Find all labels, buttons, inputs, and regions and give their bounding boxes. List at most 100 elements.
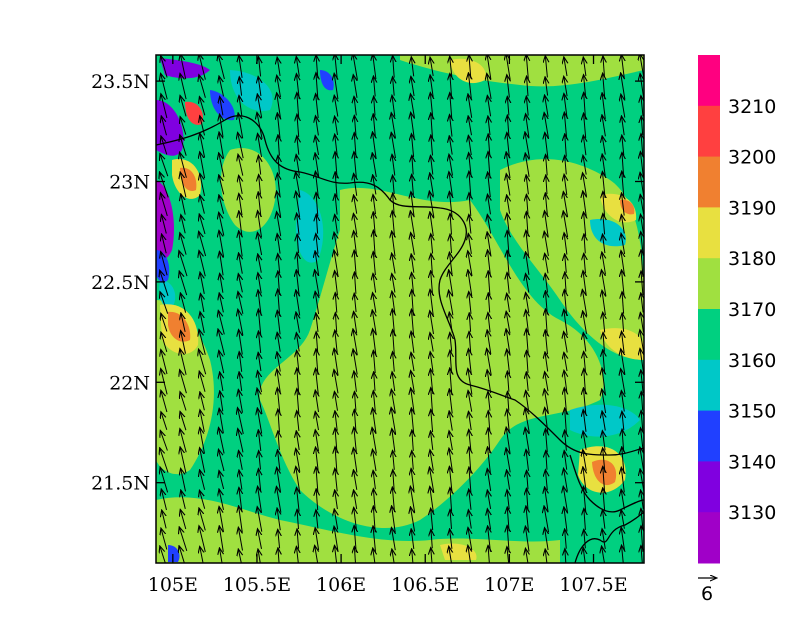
wind-vector — [355, 273, 356, 294]
wind-vector — [411, 234, 415, 255]
wind-vector — [335, 491, 338, 510]
wind-vector — [393, 56, 395, 78]
wind-vector — [602, 547, 606, 563]
wind-vector — [411, 353, 414, 372]
wind-vector — [488, 117, 490, 136]
wind-vector — [239, 275, 243, 293]
wind-vector — [450, 235, 451, 254]
wind-vector — [180, 412, 187, 431]
wind-vector — [450, 489, 452, 512]
region-3140-s — [168, 545, 180, 562]
wind-vector — [181, 195, 186, 215]
wind-vector — [622, 194, 625, 216]
wind-vector — [603, 489, 605, 512]
colorbar-label: 3170 — [728, 299, 776, 321]
wind-vector — [602, 137, 605, 155]
wind-vector — [584, 235, 585, 254]
colorbar-label: 3160 — [728, 350, 776, 372]
wind-vector — [430, 334, 433, 352]
x-tick-label: 107E — [484, 574, 534, 596]
y-tick-label: 22N — [109, 372, 150, 394]
wind-vector — [160, 547, 166, 563]
wind-vector — [468, 546, 472, 563]
wind-vector — [545, 57, 547, 78]
wind-vector — [180, 430, 187, 453]
wind-vector — [179, 252, 188, 277]
wind-vector — [239, 451, 243, 470]
wind-vector — [431, 432, 433, 450]
wind-vector — [488, 96, 491, 117]
wind-vector — [469, 293, 471, 314]
wind-vector — [335, 215, 338, 234]
wind-vector — [161, 95, 168, 119]
wind-vector — [583, 432, 586, 450]
wind-vector — [508, 392, 509, 411]
colorbar-label: 3150 — [728, 401, 776, 423]
wind-vector — [526, 373, 528, 391]
wind-vector — [468, 95, 472, 118]
wind-vector — [277, 333, 280, 352]
wind-vector — [199, 76, 206, 98]
wind-vector — [507, 471, 510, 490]
wind-vector — [180, 371, 187, 394]
wind-vector — [200, 372, 206, 392]
wind-vector — [278, 156, 279, 175]
wind-vector — [259, 156, 261, 175]
wind-vector — [641, 117, 642, 136]
wind-vector — [179, 547, 185, 563]
wind-vector — [602, 116, 605, 137]
wind-vector — [373, 471, 375, 490]
y-tick-label: 22.5N — [91, 272, 150, 294]
wind-vector — [602, 412, 605, 431]
wind-vector — [469, 215, 471, 234]
wind-vector — [181, 491, 186, 510]
colorbar-label: 3140 — [728, 451, 776, 473]
wind-vector — [296, 432, 299, 451]
wind-vector — [564, 452, 566, 470]
wind-vector — [431, 530, 432, 549]
wind-vector — [297, 547, 300, 563]
vector-reference: 6 — [698, 578, 716, 605]
wind-vector — [161, 529, 168, 550]
wind-vector — [354, 471, 357, 490]
wind-vector — [450, 116, 452, 137]
wind-vector — [507, 196, 510, 214]
wind-vector — [259, 332, 261, 354]
wind-vector — [622, 216, 625, 234]
wind-vector — [411, 332, 414, 353]
wind-vector — [469, 490, 471, 510]
wind-vector — [219, 311, 225, 335]
wind-vector — [354, 547, 356, 563]
wind-vector — [469, 314, 470, 332]
wind-vector — [507, 273, 509, 294]
wind-vector — [278, 136, 279, 156]
wind-vector — [622, 117, 625, 136]
wind-vector — [468, 391, 472, 412]
wind-vector — [507, 97, 509, 116]
wind-vector — [430, 213, 433, 237]
colorbar-segment — [698, 156, 720, 208]
wind-vector — [373, 351, 375, 374]
wind-vector — [334, 371, 338, 394]
wind-vector — [373, 549, 376, 563]
wind-vector — [161, 391, 168, 413]
wind-vector — [180, 393, 187, 411]
wind-vector — [297, 214, 299, 235]
wind-vector — [258, 353, 261, 372]
wind-vector — [160, 449, 169, 473]
wind-vector — [641, 272, 643, 296]
province-border-north — [156, 115, 644, 456]
wind-vector — [160, 155, 169, 177]
wind-vector — [316, 117, 319, 136]
wind-vector — [354, 196, 357, 214]
plot-frame — [155, 54, 645, 564]
wind-vector — [565, 135, 567, 157]
wind-vector — [449, 137, 452, 155]
wind-vector — [199, 350, 207, 375]
wind-vector — [374, 373, 375, 391]
wind-vector — [583, 334, 585, 352]
wind-vector — [239, 78, 241, 96]
wind-vector — [180, 96, 187, 117]
wind-vector — [507, 76, 510, 98]
wind-vector — [640, 470, 644, 491]
